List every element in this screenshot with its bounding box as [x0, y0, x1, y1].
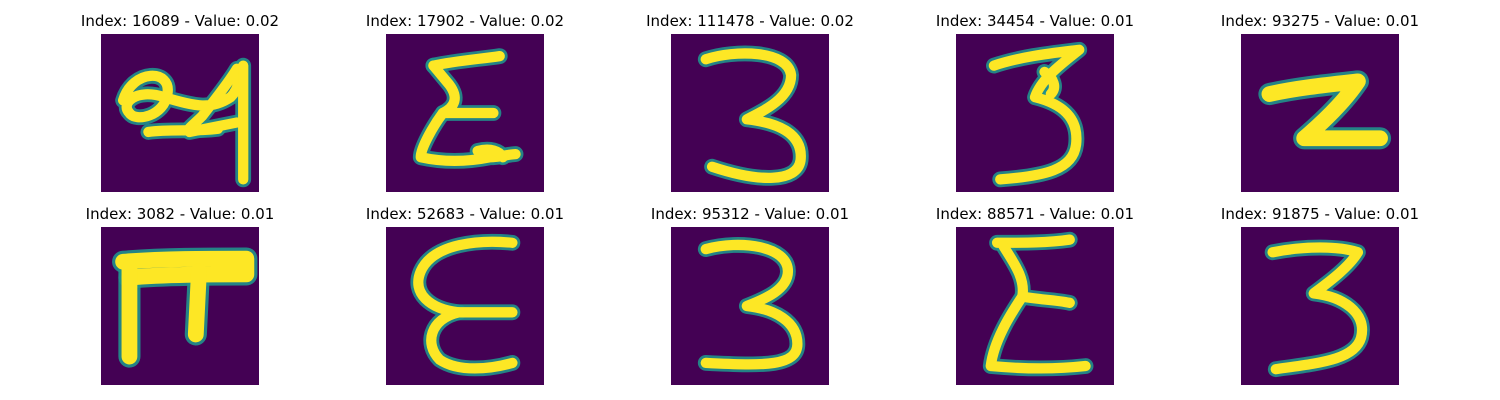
panel-title: Index: 88571 - Value: 0.01 — [935, 205, 1135, 223]
panel-1: Index: 16089 - Value: 0.02 — [70, 10, 290, 200]
glyph-image — [671, 34, 829, 192]
panel-2: Index: 17902 - Value: 0.02 — [355, 10, 575, 200]
panel-5: Index: 93275 - Value: 0.01 — [1210, 10, 1430, 200]
panel-4: Index: 34454 - Value: 0.01 — [925, 10, 1145, 200]
panel-3: Index: 111478 - Value: 0.02 — [640, 10, 860, 200]
glyph-image — [101, 34, 259, 192]
panel-title: Index: 34454 - Value: 0.01 — [935, 12, 1135, 30]
panel-title: Index: 95312 - Value: 0.01 — [650, 205, 850, 223]
glyph-image — [956, 227, 1114, 385]
panel-6: Index: 3082 - Value: 0.01 — [70, 203, 290, 393]
glyph-image — [386, 34, 544, 192]
panel-title: Index: 3082 - Value: 0.01 — [85, 205, 275, 223]
glyph-image — [956, 34, 1114, 192]
glyph-image — [1241, 34, 1399, 192]
glyph-image — [101, 227, 259, 385]
panel-title: Index: 91875 - Value: 0.01 — [1220, 205, 1420, 223]
panel-10: Index: 91875 - Value: 0.01 — [1210, 203, 1430, 393]
panel-title: Index: 93275 - Value: 0.01 — [1220, 12, 1420, 30]
panel-title: Index: 52683 - Value: 0.01 — [365, 205, 565, 223]
panel-9: Index: 88571 - Value: 0.01 — [925, 203, 1145, 393]
glyph-image — [1241, 227, 1399, 385]
panel-7: Index: 52683 - Value: 0.01 — [355, 203, 575, 393]
panel-title: Index: 16089 - Value: 0.02 — [80, 12, 280, 30]
panel-title: Index: 17902 - Value: 0.02 — [365, 12, 565, 30]
panel-title: Index: 111478 - Value: 0.02 — [646, 12, 854, 30]
panel-8: Index: 95312 - Value: 0.01 — [640, 203, 860, 393]
glyph-image — [386, 227, 544, 385]
glyph-image — [671, 227, 829, 385]
